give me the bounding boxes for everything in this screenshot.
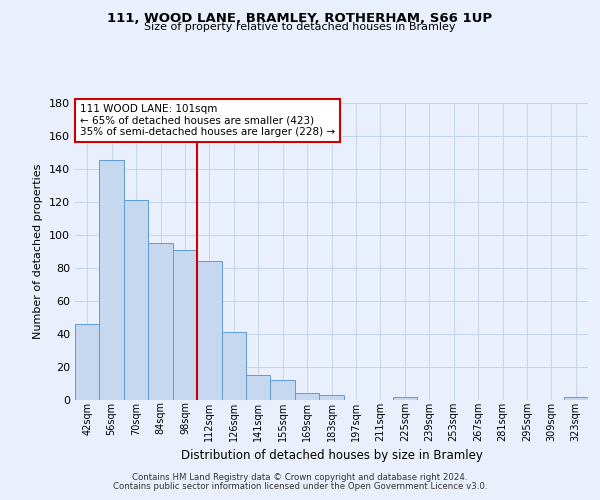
Text: Size of property relative to detached houses in Bramley: Size of property relative to detached ho… bbox=[144, 22, 456, 32]
Text: 111, WOOD LANE, BRAMLEY, ROTHERHAM, S66 1UP: 111, WOOD LANE, BRAMLEY, ROTHERHAM, S66 … bbox=[107, 12, 493, 26]
Bar bbox=[295, 394, 319, 400]
Bar bbox=[148, 243, 173, 400]
Text: Contains HM Land Registry data © Crown copyright and database right 2024.: Contains HM Land Registry data © Crown c… bbox=[132, 472, 468, 482]
Bar bbox=[319, 395, 344, 400]
Y-axis label: Number of detached properties: Number of detached properties bbox=[34, 164, 43, 339]
X-axis label: Distribution of detached houses by size in Bramley: Distribution of detached houses by size … bbox=[181, 449, 482, 462]
Text: 111 WOOD LANE: 101sqm
← 65% of detached houses are smaller (423)
35% of semi-det: 111 WOOD LANE: 101sqm ← 65% of detached … bbox=[80, 104, 335, 137]
Bar bbox=[221, 332, 246, 400]
Bar bbox=[271, 380, 295, 400]
Bar bbox=[563, 396, 588, 400]
Bar bbox=[246, 375, 271, 400]
Text: Contains public sector information licensed under the Open Government Licence v3: Contains public sector information licen… bbox=[113, 482, 487, 491]
Bar bbox=[173, 250, 197, 400]
Bar bbox=[124, 200, 148, 400]
Bar bbox=[392, 396, 417, 400]
Bar bbox=[197, 261, 221, 400]
Bar bbox=[75, 324, 100, 400]
Bar bbox=[100, 160, 124, 400]
